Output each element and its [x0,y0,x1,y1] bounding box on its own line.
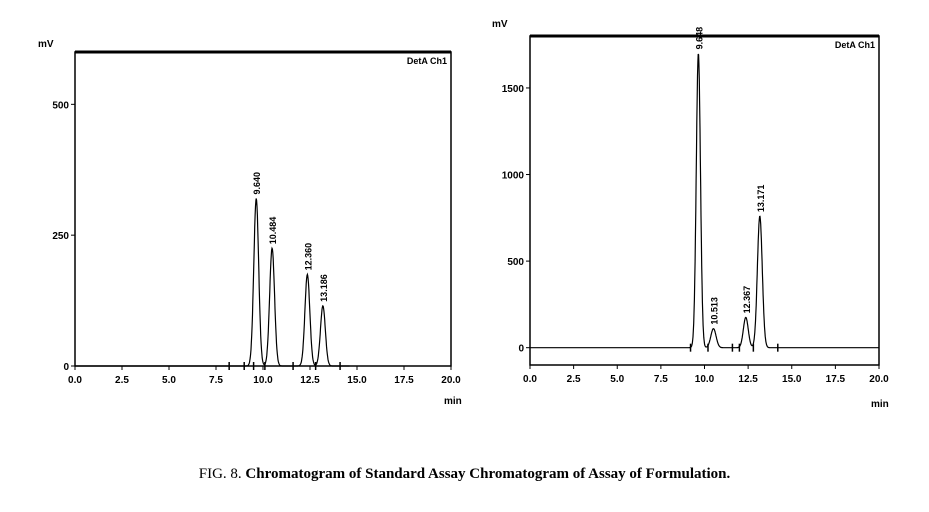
chart1-peak-label: 12.360 [303,243,313,271]
chart2-plot-frame [529,35,880,366]
caption-prefix: FIG. 8. [198,466,246,482]
chart2-x-tick-label: 5.0 [610,374,624,385]
chart2-peak-label: 10.513 [709,297,719,325]
chart2-peak-label: 12.367 [742,286,752,314]
chart1-y-tick-label: 250 [52,231,69,242]
chart2-trace-line [530,53,879,349]
chart2-y-tick-label: 1000 [502,171,525,182]
chart1-x-tick-label: 7.5 [209,375,223,386]
chart2-channel-label: DetA Ch1 [835,40,875,50]
chart1-channel-label: DetA Ch1 [407,56,447,66]
chart2-y-unit: mV [492,19,508,30]
chart1-x-unit: min [444,396,462,407]
chart1-trace-line [75,198,350,367]
chart1-peak-label: 13.186 [319,274,329,302]
chart2-y-tick-label: 500 [507,257,524,268]
chart2-x-tick-label: 2.5 [567,374,581,385]
chart1-x-tick-label: 2.5 [115,375,129,386]
chart2-x-tick-label: 15.0 [782,374,802,385]
chart2-peak-label: 9.648 [694,27,704,50]
chart2-x-tick-label: 17.5 [826,374,846,385]
chart2-x-unit: min [871,399,889,410]
chart1-plot-frame [74,51,452,367]
chart2-x-tick-label: 12.5 [738,374,758,385]
chart1-y-tick-label: 500 [52,100,69,111]
chart1-y-tick-label: 0 [63,362,69,373]
chart2-x-tick-label: 0.0 [523,374,537,385]
caption-text: Chromatogram of Standard Assay Chromatog… [245,466,731,482]
chart2-y-tick-label: 0 [518,344,524,355]
chart2-x-tick-label: 20.0 [869,374,889,385]
chart1-y-unit: mV [38,39,54,50]
chart1-x-tick-label: 10.0 [253,375,273,386]
chart2-y-tick-label: 1500 [502,84,525,95]
chart1-x-tick-label: 15.0 [347,375,367,386]
chart1-peak-label: 10.484 [268,217,278,245]
chart2-peak-label: 13.171 [756,185,766,213]
chart1-x-tick-label: 12.5 [300,375,320,386]
chart1-x-tick-label: 0.0 [68,375,82,386]
chart1-x-tick-label: 20.0 [441,375,461,386]
chart2-x-tick-label: 7.5 [654,374,668,385]
chart1-peak-label: 9.640 [252,172,262,195]
chart1-x-tick-label: 17.5 [394,375,414,386]
chart1-x-tick-label: 5.0 [162,375,176,386]
figure-caption: FIG. 8. Chromatogram of Standard Assay C… [0,466,929,483]
chart2-x-tick-label: 10.0 [695,374,715,385]
